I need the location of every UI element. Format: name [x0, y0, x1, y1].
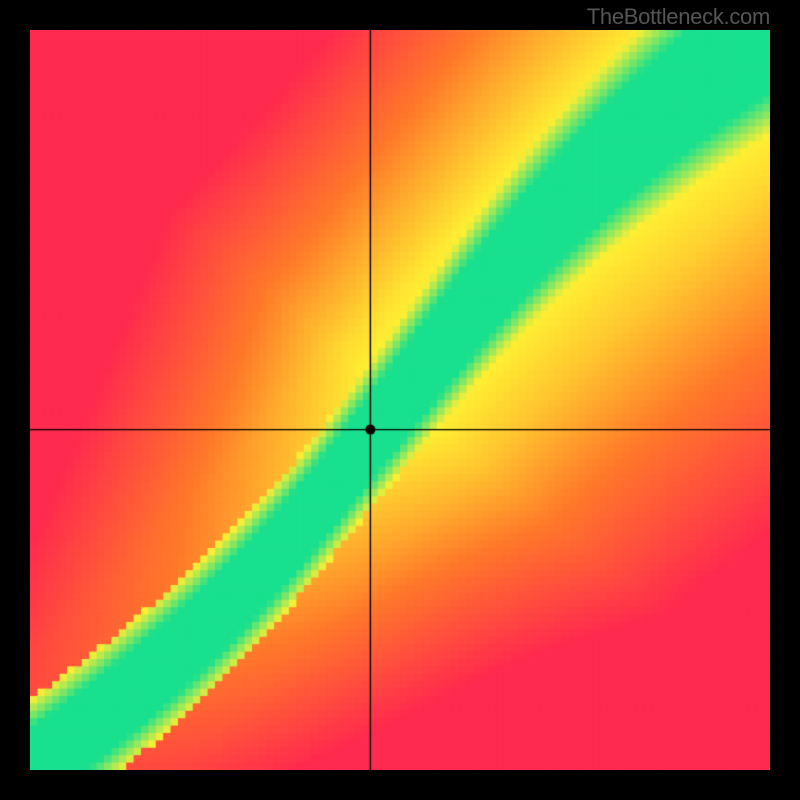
watermark-text: TheBottleneck.com: [587, 4, 770, 30]
heatmap-frame: [30, 30, 770, 770]
heatmap-canvas: [30, 30, 770, 770]
chart-container: TheBottleneck.com: [0, 0, 800, 800]
